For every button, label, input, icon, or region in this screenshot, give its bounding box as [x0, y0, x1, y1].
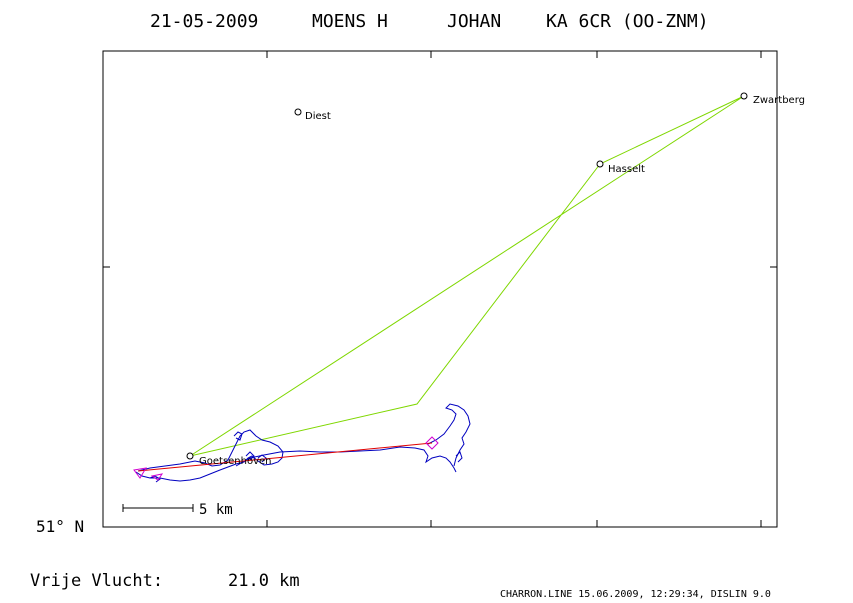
track-path — [427, 403, 471, 467]
track-path — [149, 431, 463, 483]
start-marker — [150, 473, 164, 481]
pilot-firstname: JOHAN — [447, 11, 501, 32]
place-label-goetsenhoven: Goetsenhoven — [199, 456, 272, 467]
place-label-diest: Diest — [305, 111, 331, 122]
latitude-label: 51° N — [36, 517, 84, 536]
place-marker-diest — [294, 108, 302, 116]
task-line — [189, 95, 745, 457]
start-marker — [133, 467, 147, 479]
place-marker-zwartberg — [740, 92, 748, 100]
flight-track — [135, 403, 471, 483]
credit-line: CHARRON.LINE 15.06.2009, 12:29:34, DISLI… — [500, 589, 771, 600]
track-path — [135, 429, 284, 482]
place-label-hasselt: Hasselt — [608, 164, 645, 175]
glider-type: KA 6CR (OO-ZNM) — [546, 11, 709, 32]
flight-date: 21-05-2009 — [150, 11, 258, 32]
place-label-zwartberg: Zwartberg — [753, 95, 805, 106]
map-frame — [102, 50, 778, 528]
result-label: Vrije Vlucht: — [30, 571, 163, 591]
place-marker-hasselt — [596, 160, 604, 168]
track-path — [235, 446, 457, 473]
pilot-surname: MOENS H — [312, 11, 388, 32]
task-lines — [189, 95, 745, 457]
end-marker — [425, 436, 439, 450]
scale-label: 5 km — [199, 502, 233, 518]
start-finish-markers — [133, 436, 439, 481]
place-marker-goetsenhoven — [186, 452, 194, 460]
result-value: 21.0 km — [228, 571, 300, 591]
axis-ticks — [103, 51, 777, 528]
scale-bar — [122, 504, 194, 512]
turnpoints — [186, 92, 748, 460]
free-flight-line — [137, 442, 433, 472]
